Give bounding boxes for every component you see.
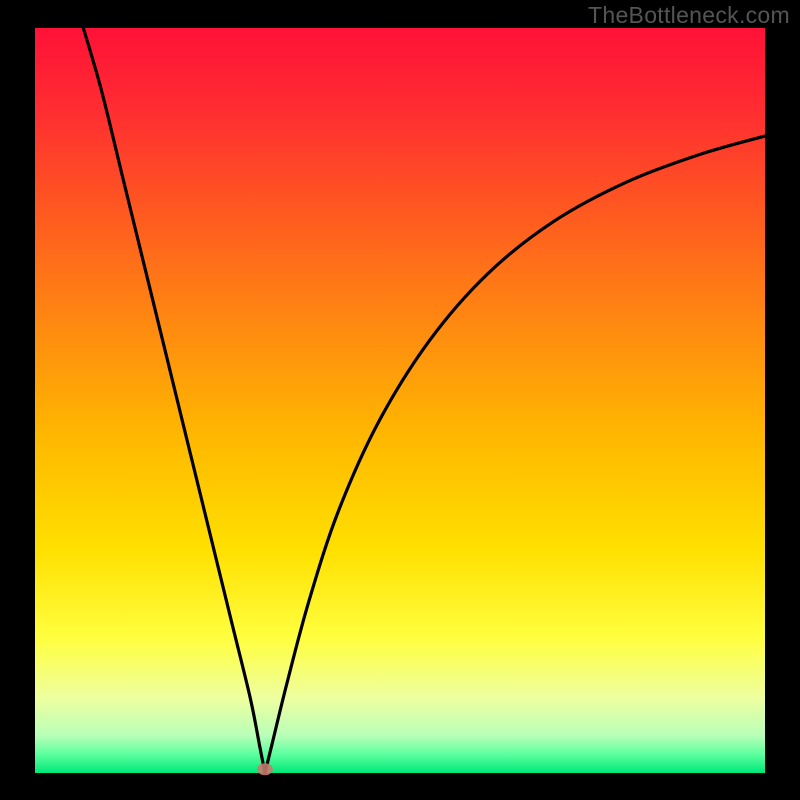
bottleneck-chart [0, 0, 800, 800]
attribution-text: TheBottleneck.com [588, 2, 790, 29]
gradient-background [35, 28, 765, 773]
chart-container: TheBottleneck.com [0, 0, 800, 800]
minimum-marker [257, 763, 273, 775]
